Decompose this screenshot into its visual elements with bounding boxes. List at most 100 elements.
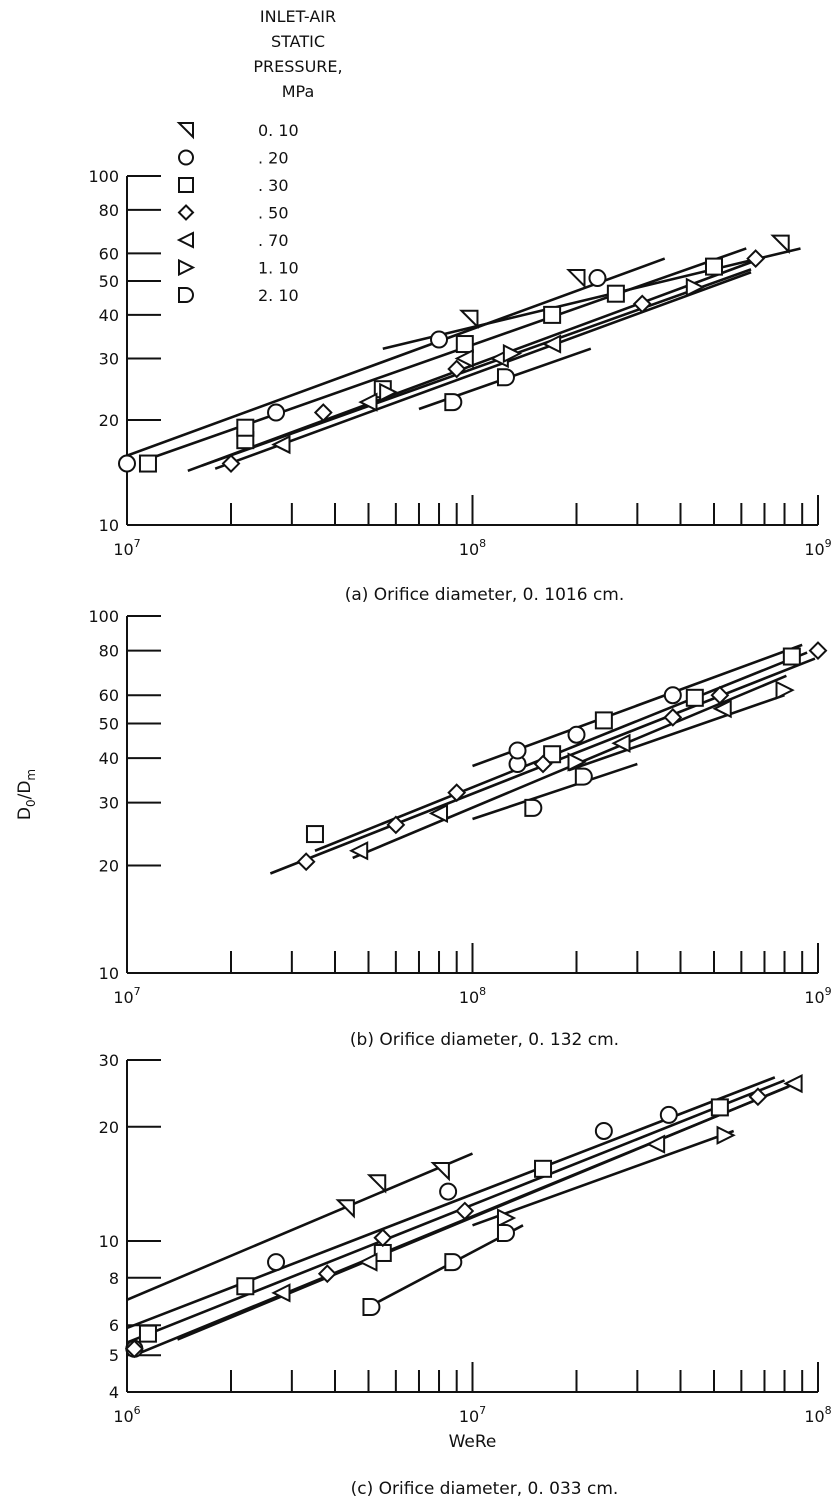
panel-caption: (b) Orifice diameter, 0. 132 cm. — [350, 1030, 619, 1050]
legend-entry-value: . 50 — [258, 204, 289, 223]
data-point-triangle-left — [271, 1283, 291, 1303]
legend-marker-triangle-right — [178, 258, 196, 277]
legend-title-line: STATIC — [271, 32, 325, 51]
data-point-square — [138, 1324, 157, 1343]
data-point-half-circle-right — [496, 368, 515, 387]
legend: INLET-AIR STATIC PRESSURE, MPa 0. 10 . 20 . 30… — [176, 7, 343, 305]
data-point-triangle-left — [645, 1134, 666, 1154]
legend-entry-value: 0. 10 — [258, 121, 299, 140]
data-point-diamond — [663, 707, 683, 727]
legend-marker-triangle-left — [176, 231, 194, 249]
data-point-square — [710, 1098, 729, 1117]
fit-line-triangle-right — [214, 271, 752, 470]
x-tick-label: 107 — [113, 537, 140, 559]
fit-line-triangle-left — [176, 1082, 796, 1341]
y-tick-label: 60 — [99, 244, 119, 263]
y-tick-label: 80 — [99, 201, 119, 220]
data-point-circle — [430, 330, 449, 349]
fit-line-square — [140, 247, 747, 463]
data-point-square — [455, 335, 474, 354]
panel-b: 107 108 109 10 20 30 40 50 60 80 100 D0/Dm (b) Orifi… — [15, 607, 832, 1050]
data-point-triangle-left — [541, 334, 562, 354]
data-point-triangle-right — [716, 1125, 736, 1145]
panel-c: 106 107 108 4 5 6 8 10 20 30 WeRe (c) Orifice diame… — [99, 1051, 832, 1499]
x-tick-label: 108 — [459, 537, 486, 559]
fit-line-half-triangle-left — [126, 1152, 474, 1301]
data-point-square — [534, 1159, 553, 1178]
data-point-diamond — [455, 1201, 475, 1221]
data-point-square — [305, 825, 324, 844]
panel-a: 107 108 109 10 20 30 40 50 60 80 100 (a) Orifice di… — [88, 167, 831, 605]
y-tick-label: 20 — [99, 1118, 119, 1137]
data-point-triangle-right — [567, 752, 587, 772]
data-point-triangle-left — [454, 348, 474, 369]
data-point-square — [543, 745, 562, 764]
data-point-square — [594, 711, 613, 730]
legend-title-line: PRESSURE, — [253, 57, 342, 76]
data-point-circle — [118, 454, 136, 473]
data-point-triangle-left — [358, 1252, 378, 1272]
legend-entry-value: . 20 — [258, 149, 289, 168]
data-point-square — [543, 305, 562, 324]
legend-title-line: INLET-AIR — [260, 7, 336, 26]
data-point-diamond — [748, 1087, 768, 1107]
fit-line-half-triangle-left — [382, 247, 801, 350]
panel-caption: (c) Orifice diameter, 0. 033 cm. — [351, 1479, 619, 1499]
y-tick-label: 20 — [99, 857, 119, 876]
data-point-diamond — [221, 454, 241, 473]
data-point-circle — [267, 403, 286, 422]
data-point-half-circle-right — [444, 393, 463, 412]
x-tick-label: 108 — [804, 1404, 831, 1426]
data-point-circle — [594, 1121, 613, 1140]
legend-entry-value: 2. 10 — [258, 286, 299, 305]
legend-marker-circle — [178, 149, 194, 166]
data-point-triangle-left — [271, 434, 291, 455]
data-point-circle — [663, 686, 682, 705]
data-point-circle — [588, 269, 607, 288]
data-point-triangle-left — [348, 841, 369, 861]
data-point-square — [138, 454, 157, 473]
y-tick-label: 10 — [99, 1232, 119, 1251]
y-tick-label: 6 — [109, 1316, 119, 1335]
data-point-circle — [659, 1105, 678, 1124]
data-point-square — [704, 257, 723, 276]
legend-entry-value: . 70 — [258, 231, 289, 250]
x-tick-label: 107 — [113, 985, 140, 1007]
fit-line-triangle-left — [201, 268, 752, 467]
legend-marker-square — [178, 177, 194, 193]
y-axis-label: D0/Dm — [15, 769, 38, 820]
data-point-triangle-right — [502, 343, 523, 364]
legend-entry-value: . 30 — [258, 176, 289, 195]
data-point-diamond — [746, 249, 766, 268]
y-tick-label: 60 — [99, 686, 119, 705]
data-point-triangle-left — [783, 1073, 803, 1094]
y-tick-label: 100 — [88, 607, 119, 626]
x-tick-label: 107 — [459, 1404, 486, 1426]
data-point-square — [236, 418, 255, 437]
fit-line-triangle-right — [568, 693, 785, 772]
y-tick-label: 40 — [99, 306, 119, 325]
data-point-diamond — [447, 359, 467, 379]
y-tick-label: 20 — [99, 411, 119, 430]
data-point-half-circle-right — [362, 1298, 381, 1317]
data-point-half-triangle-left — [366, 1174, 387, 1194]
data-point-diamond — [373, 1228, 393, 1248]
data-point-half-triangle-left — [335, 1199, 355, 1219]
y-tick-label: 30 — [99, 794, 119, 813]
data-point-half-triangle-left — [459, 309, 479, 330]
fit-line-square — [126, 1079, 785, 1344]
panel-caption: (a) Orifice diameter, 0. 1016 cm. — [345, 585, 625, 605]
data-point-half-circle-right — [524, 798, 543, 817]
y-tick-label: 10 — [99, 964, 119, 983]
x-tick-label: 108 — [459, 985, 486, 1007]
data-point-diamond — [296, 852, 316, 872]
legend-marker-half-triangle-left — [176, 122, 194, 140]
data-point-triangle-right — [496, 1208, 517, 1228]
y-tick-label: 100 — [88, 167, 119, 186]
x-axis-label: WeRe — [449, 1432, 497, 1452]
data-point-diamond — [317, 1264, 337, 1284]
y-tick-label: 4 — [109, 1383, 119, 1402]
data-point-half-circle-right — [496, 1223, 515, 1242]
data-point-diamond — [808, 641, 828, 661]
